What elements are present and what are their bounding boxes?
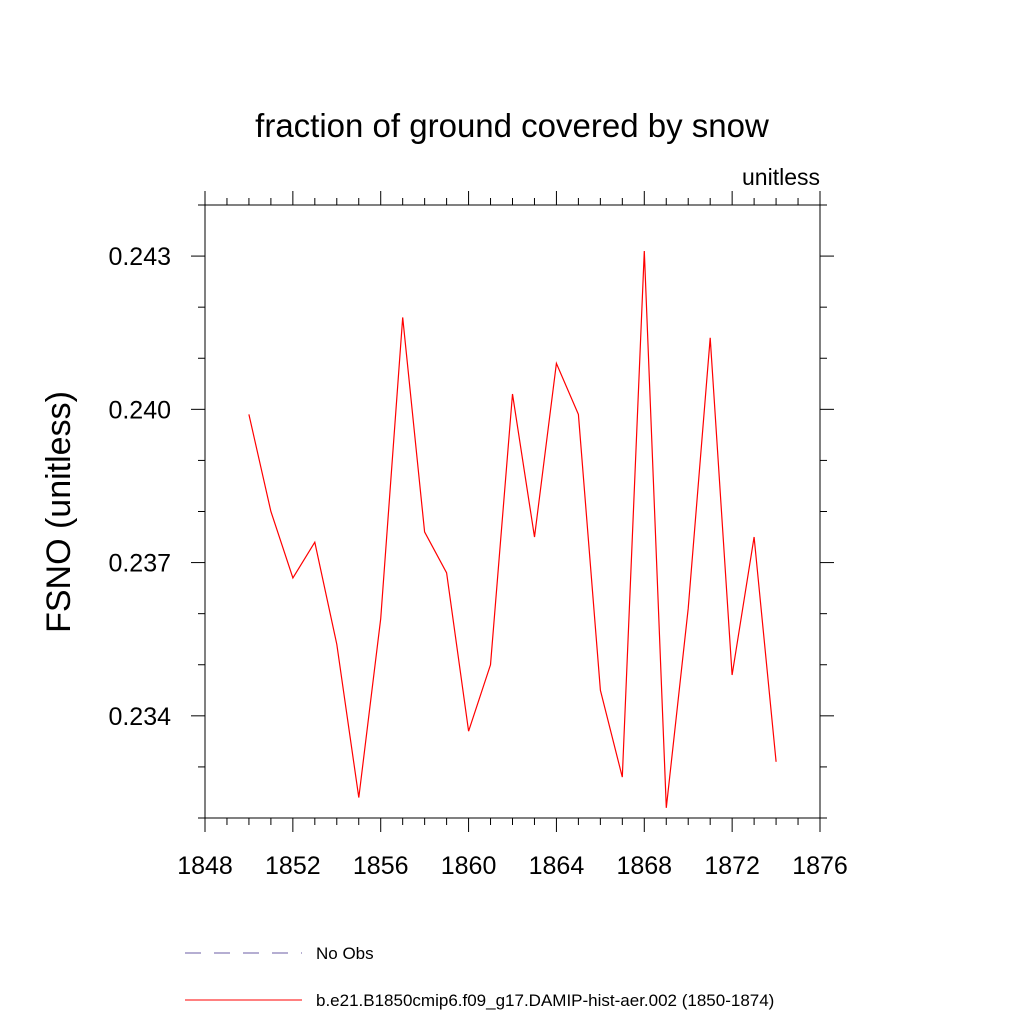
legend-label-model: b.e21.B1850cmip6.f09_g17.DAMIP-hist-aer.… [316, 991, 774, 1010]
x-tick-label: 1864 [529, 852, 585, 880]
y-tick-label: 0.234 [108, 703, 171, 731]
x-tick-label: 1860 [441, 852, 497, 880]
series-line [248, 250, 777, 808]
chart-title: fraction of ground covered by snow [255, 107, 769, 144]
y-tick-label: 0.240 [108, 396, 171, 424]
y-tick-labels: 0.234 0.237 0.240 0.243 [108, 243, 171, 731]
plot-frame [204, 204, 821, 819]
y-tick-label: 0.243 [108, 243, 171, 271]
x-tick-label: 1856 [353, 852, 409, 880]
x-tick-label: 1868 [616, 852, 672, 880]
axis-ticks [191, 191, 834, 832]
x-tick-label: 1852 [265, 852, 321, 880]
units-label: unitless [742, 164, 820, 190]
x-tick-label: 1872 [704, 852, 760, 880]
x-tick-label: 1876 [792, 852, 848, 880]
x-tick-labels: 1848 1852 1856 1860 1864 1868 1872 1876 [177, 852, 848, 880]
legend-label-no-obs: No Obs [316, 944, 374, 963]
legend: No Obs b.e21.B1850cmip6.f09_g17.DAMIP-hi… [185, 944, 774, 1010]
x-tick-label: 1848 [177, 852, 233, 880]
series-group [248, 250, 777, 808]
y-axis-label: FSNO (unitless) [40, 391, 78, 633]
y-tick-label: 0.237 [108, 550, 171, 578]
